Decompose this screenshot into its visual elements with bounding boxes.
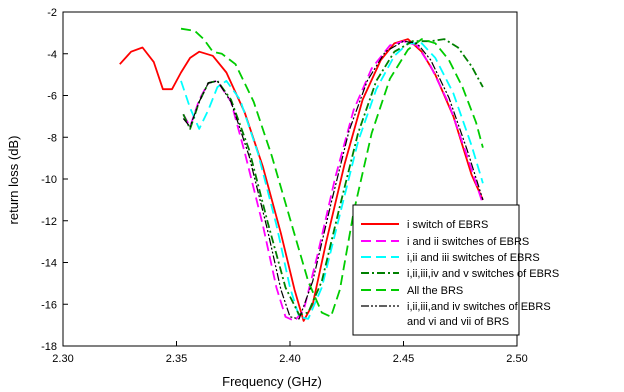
- x-tick-label-3: 2.40: [279, 353, 300, 365]
- legend-entry-3: i,ii and iii switches of EBRS: [361, 252, 540, 264]
- x-tick-label-4: 2.45: [393, 353, 414, 365]
- y-axis-title: return loss (dB): [6, 136, 21, 225]
- legend-box: [352, 204, 520, 336]
- legend-entry-4: i,ii,iii,iv and v switches of EBRS: [361, 268, 559, 280]
- legend-entry-1: i switch of EBRS: [361, 219, 488, 231]
- legend-entry-5: All the BRS: [361, 285, 463, 297]
- y-tick-label-6: -8: [47, 132, 57, 144]
- legend-label-2: i and ii switches of EBRS: [407, 236, 529, 248]
- y-tick-label-1: -18: [41, 341, 57, 353]
- legend: i switch of EBRS i and ii switches of EB…: [352, 204, 559, 336]
- y-tick-label-7: -6: [47, 91, 57, 103]
- series-line-5: [180, 27, 484, 318]
- series-line-4: [182, 38, 484, 316]
- y-tick-label-9: -2: [47, 7, 57, 19]
- legend-label-1: i switch of EBRS: [407, 219, 488, 231]
- legend-label-5: All the BRS: [407, 285, 463, 297]
- y-tick-label-5: -10: [41, 174, 57, 186]
- plot-area: [119, 27, 484, 322]
- legend-label-4: i,ii,iii,iv and v switches of EBRS: [407, 268, 559, 280]
- y-tick-label-8: -4: [47, 49, 57, 61]
- x-tick-label-5: 2.50: [506, 353, 527, 365]
- legend-entry-2: i and ii switches of EBRS: [361, 236, 529, 248]
- x-tick-label-2: 2.35: [166, 353, 187, 365]
- legend-entry-6: i,ii,iii,and iv switches of EBRS and vi …: [361, 301, 551, 328]
- axes: 2.30 2.35 2.40 2.45 2.50 -18 -16 -14 -12 -10 -8 -6 -…: [41, 7, 528, 365]
- y-tick-label-2: -16: [41, 299, 57, 311]
- x-axis-title: Frequency (GHz): [222, 374, 322, 389]
- y-tick-label-4: -12: [41, 216, 57, 228]
- legend-label-6-line-2: and vi and vii of BRS: [407, 316, 509, 328]
- y-tick-label-3: -14: [41, 258, 57, 270]
- legend-label-3: i,ii and iii switches of EBRS: [407, 252, 540, 264]
- x-tick-label-1: 2.30: [52, 353, 73, 365]
- series-line-3: [180, 42, 484, 320]
- series-line-6: [182, 40, 484, 320]
- legend-label-6: i,ii,iii,and iv switches of EBRS: [407, 301, 551, 313]
